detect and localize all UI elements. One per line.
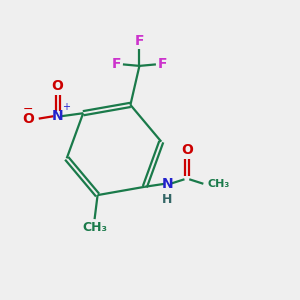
Text: F: F (112, 57, 122, 71)
Text: CH₃: CH₃ (82, 220, 107, 234)
Text: O: O (181, 143, 193, 157)
Text: H: H (162, 193, 172, 206)
Text: +: + (62, 102, 70, 112)
Text: F: F (158, 57, 167, 71)
Text: −: − (22, 103, 33, 116)
Text: CH₃: CH₃ (208, 179, 230, 189)
Text: O: O (22, 112, 34, 126)
Text: N: N (161, 177, 173, 191)
Text: O: O (52, 79, 64, 93)
Text: N: N (52, 109, 64, 123)
Text: F: F (135, 34, 144, 48)
